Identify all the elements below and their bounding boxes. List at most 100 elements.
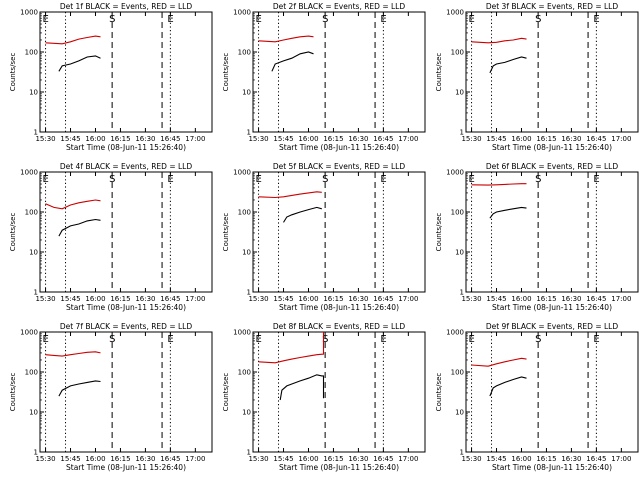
detector-panel: Det 1f BLACK = Events, RED = LLD 1 10 100 10… — [9, 2, 213, 152]
panel-title: Det 7f BLACK = Events, RED = LLD — [60, 322, 193, 331]
x-tick-label: 16:30 — [348, 295, 368, 303]
x-tick-label: 15:45 — [273, 455, 293, 463]
panel-title: Det 9f BLACK = Events, RED = LLD — [486, 322, 619, 331]
y-axis-label: Counts/sec — [222, 373, 230, 412]
x-tick-label: 16:15 — [536, 135, 556, 143]
y-tick-label: 100 — [25, 209, 38, 217]
y-tick-label: 1000 — [446, 329, 464, 337]
x-tick-label: 17:00 — [398, 455, 418, 463]
plot-frame — [465, 11, 639, 133]
events-series-line — [58, 380, 101, 397]
events-series-line — [489, 376, 527, 397]
panel-title: Det 5f BLACK = Events, RED = LLD — [273, 162, 406, 171]
event-marker-label: E — [593, 174, 599, 185]
event-marker-label: E — [43, 174, 49, 185]
x-tick-label: 16:15 — [110, 455, 130, 463]
detector-panel: Det 9f BLACK = Events, RED = LLD 1 10 100 10… — [435, 322, 639, 472]
y-tick-label: 10 — [29, 249, 38, 257]
x-tick-label: 16:30 — [561, 135, 581, 143]
x-axis-label: Start Time (08-Jun-11 15:26:40) — [66, 303, 186, 312]
x-tick-label: 16:30 — [135, 295, 155, 303]
y-tick-label: 10 — [455, 89, 464, 97]
x-axis-label: Start Time (08-Jun-11 15:26:40) — [279, 303, 399, 312]
panel-title: Det 8f BLACK = Events, RED = LLD — [273, 322, 406, 331]
y-tick-label: 1 — [34, 289, 38, 297]
y-axis-label: Counts/sec — [435, 373, 443, 412]
lld-series-line — [258, 35, 314, 43]
x-tick-label: 15:45 — [60, 455, 80, 463]
y-tick-label: 100 — [451, 49, 464, 57]
event-marker-label: S — [322, 334, 328, 345]
x-tick-label: 15:30 — [248, 295, 268, 303]
x-axis-label: Start Time (08-Jun-11 15:26:40) — [492, 463, 612, 472]
x-tick-label: 16:00 — [298, 135, 318, 143]
x-tick-label: 17:00 — [185, 135, 205, 143]
x-tick-label: 16:15 — [110, 135, 130, 143]
events-series-line — [489, 56, 527, 74]
detector-panel: Det 5f BLACK = Events, RED = LLD 1 10 100 10… — [222, 162, 426, 312]
x-tick-label: 16:45 — [586, 455, 606, 463]
x-tick-label: 17:00 — [185, 455, 205, 463]
y-tick-label: 1 — [34, 449, 38, 457]
event-marker-label: E — [593, 14, 599, 25]
lld-series-line — [471, 37, 527, 44]
y-axis-label: Counts/sec — [222, 213, 230, 252]
y-tick-label: 1000 — [20, 9, 38, 17]
event-marker-label: E — [43, 14, 49, 25]
x-tick-label: 16:00 — [85, 455, 105, 463]
event-marker-label: E — [256, 334, 262, 345]
panel-title: Det 6f BLACK = Events, RED = LLD — [486, 162, 619, 171]
event-marker-label: S — [535, 334, 541, 345]
x-tick-label: 16:00 — [511, 295, 531, 303]
y-axis-label: Counts/sec — [435, 213, 443, 252]
lld-series-line — [45, 351, 101, 357]
y-axis-label: Counts/sec — [9, 53, 17, 92]
x-axis-label: Start Time (08-Jun-11 15:26:40) — [279, 143, 399, 152]
y-tick-label: 1000 — [233, 9, 251, 17]
lld-series-line — [471, 357, 527, 367]
x-tick-label: 15:30 — [461, 295, 481, 303]
x-tick-label: 16:15 — [323, 295, 343, 303]
x-tick-label: 16:45 — [160, 455, 180, 463]
plot-frame — [39, 171, 213, 293]
x-axis-label: Start Time (08-Jun-11 15:26:40) — [66, 463, 186, 472]
x-tick-label: 16:00 — [298, 455, 318, 463]
x-axis-label: Start Time (08-Jun-11 15:26:40) — [492, 303, 612, 312]
x-tick-label: 16:30 — [348, 135, 368, 143]
x-tick-label: 15:30 — [35, 295, 55, 303]
panel-title: Det 2f BLACK = Events, RED = LLD — [273, 2, 406, 11]
x-tick-label: 16:00 — [298, 295, 318, 303]
event-marker-label: S — [535, 174, 541, 185]
y-tick-label: 1 — [460, 129, 464, 137]
panel-title: Det 4f BLACK = Events, RED = LLD — [60, 162, 193, 171]
events-series-line — [271, 51, 314, 72]
event-marker-label: E — [43, 334, 49, 345]
y-axis-label: Counts/sec — [435, 53, 443, 92]
x-tick-label: 15:45 — [60, 135, 80, 143]
x-tick-label: 16:30 — [561, 295, 581, 303]
event-marker-label: E — [167, 14, 173, 25]
x-tick-label: 16:00 — [511, 135, 531, 143]
y-tick-label: 100 — [238, 209, 251, 217]
event-marker-label: E — [593, 334, 599, 345]
plot-frame — [465, 171, 639, 293]
y-tick-label: 10 — [242, 89, 251, 97]
y-tick-label: 100 — [25, 49, 38, 57]
event-marker-label: E — [469, 174, 475, 185]
events-series-line — [58, 218, 101, 237]
x-tick-label: 16:45 — [373, 455, 393, 463]
y-tick-label: 1 — [247, 129, 251, 137]
event-marker-label: E — [256, 174, 262, 185]
detector-panel: Det 2f BLACK = Events, RED = LLD 1 10 100 10… — [222, 2, 426, 152]
x-tick-label: 16:45 — [586, 295, 606, 303]
x-tick-label: 16:00 — [85, 135, 105, 143]
x-tick-label: 16:15 — [110, 295, 130, 303]
plot-frame — [39, 331, 213, 453]
event-marker-label: S — [109, 174, 115, 185]
event-marker-label: E — [167, 334, 173, 345]
x-axis-label: Start Time (08-Jun-11 15:26:40) — [492, 143, 612, 152]
y-tick-label: 1 — [34, 129, 38, 137]
x-tick-label: 16:30 — [348, 455, 368, 463]
x-tick-label: 16:15 — [323, 455, 343, 463]
